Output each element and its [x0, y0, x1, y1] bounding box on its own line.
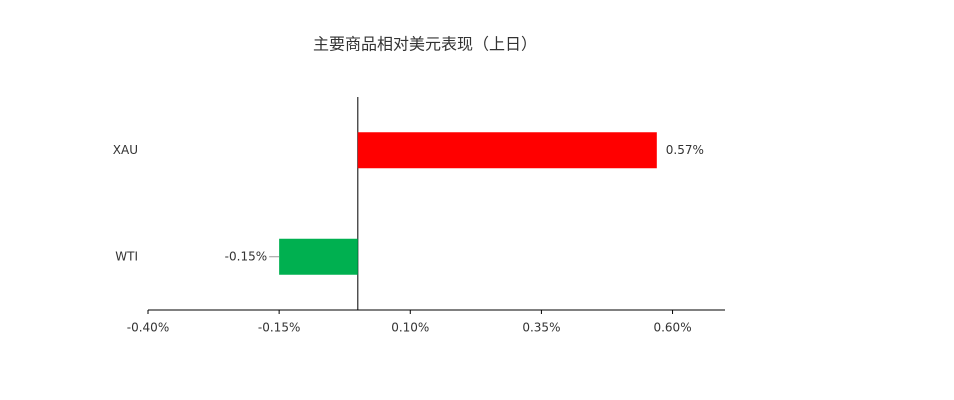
- x-tick-label: 0.60%: [653, 321, 691, 335]
- data-label: -0.15%: [225, 249, 267, 263]
- chart-title: 主要商品相对美元表现（上日）: [313, 35, 537, 54]
- x-tick-label: -0.15%: [258, 321, 300, 335]
- x-tick-label: -0.40%: [127, 321, 169, 335]
- x-tick-label: 0.35%: [522, 321, 560, 335]
- x-tick-label: 0.10%: [391, 321, 429, 335]
- y-tick-label: WTI: [115, 249, 138, 263]
- bar: [279, 238, 358, 275]
- data-label: 0.57%: [666, 143, 704, 157]
- bar: [357, 132, 657, 169]
- y-tick-label: XAU: [113, 143, 138, 157]
